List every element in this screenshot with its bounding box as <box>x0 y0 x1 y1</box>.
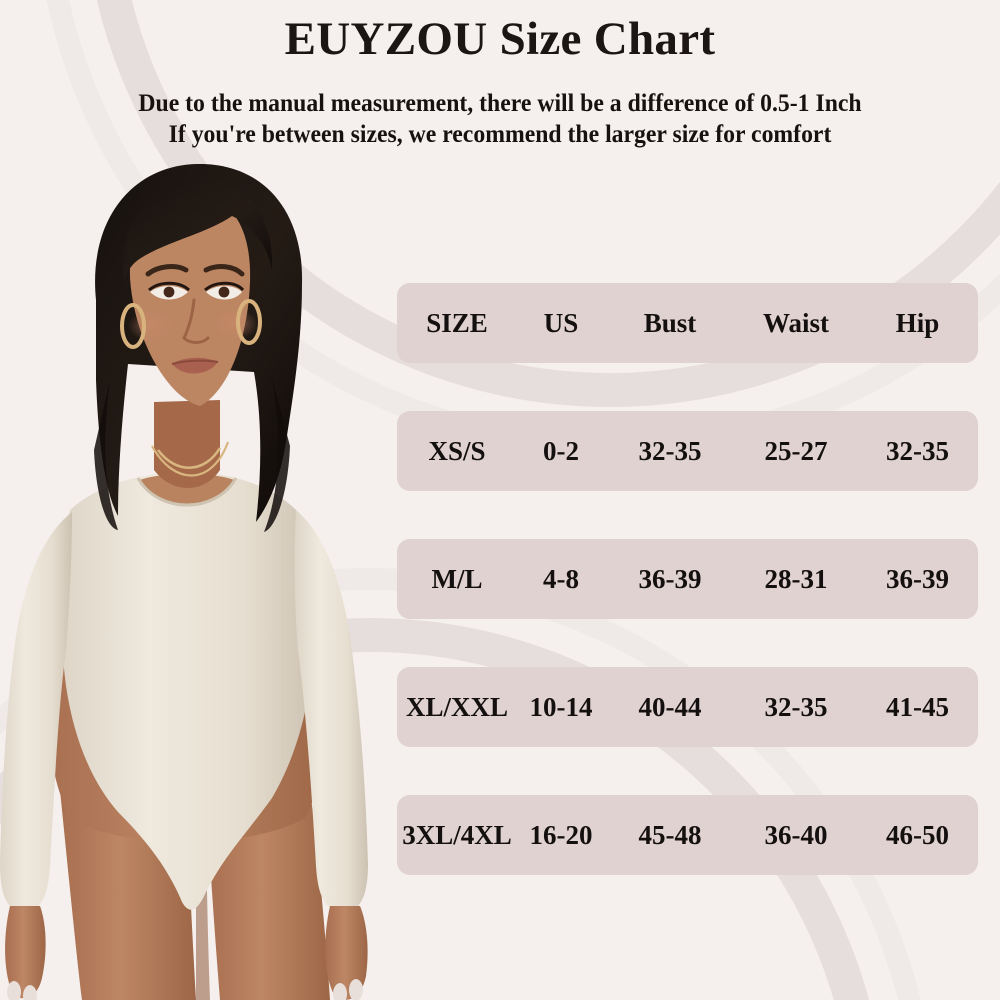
cell-size: 3XL/4XL <box>402 820 512 850</box>
cell-us: 4-8 <box>543 564 579 594</box>
cell-bust: 45-48 <box>638 820 702 850</box>
cell-us: 10-14 <box>529 692 593 722</box>
page-title: EUYZOU Size Chart <box>284 13 716 65</box>
cell-bust: 32-35 <box>638 436 702 466</box>
cell-hip: 41-45 <box>886 692 949 722</box>
cell-bust: 36-39 <box>638 564 702 594</box>
column-header-size: SIZE <box>426 308 488 338</box>
measurement-note-line-2: If you're between sizes, we recommend th… <box>168 119 832 148</box>
cell-waist: 28-31 <box>764 564 828 594</box>
cell-hip: 46-50 <box>886 820 949 850</box>
table-row: XS/S 0-2 32-35 25-27 32-35 <box>397 411 978 491</box>
table-row: XL/XXL 10-14 40-44 32-35 41-45 <box>397 667 978 747</box>
measurement-note-line-1: Due to the manual measurement, there wil… <box>138 88 862 117</box>
cell-size: XS/S <box>428 436 486 466</box>
cell-waist: 25-27 <box>764 436 828 466</box>
size-table: SIZE US Bust Waist Hip XS/S 0-2 32-35 25… <box>397 283 978 875</box>
cell-us: 0-2 <box>543 436 579 466</box>
cell-bust: 40-44 <box>638 692 702 722</box>
cell-size: XL/XXL <box>405 692 508 722</box>
cell-hip: 36-39 <box>886 564 949 594</box>
cell-size: M/L <box>431 564 483 594</box>
cell-waist: 32-35 <box>764 692 828 722</box>
column-header-waist: Waist <box>762 308 829 338</box>
cell-waist: 36-40 <box>764 820 828 850</box>
column-header-us: US <box>543 308 579 338</box>
table-header-row: SIZE US Bust Waist Hip <box>397 283 978 363</box>
table-row: M/L 4-8 36-39 28-31 36-39 <box>397 539 978 619</box>
cell-hip: 32-35 <box>886 436 949 466</box>
cell-us: 16-20 <box>529 820 593 850</box>
model-photo <box>0 150 400 1000</box>
column-header-bust: Bust <box>643 308 697 338</box>
column-header-hip: Hip <box>895 308 940 338</box>
table-row: 3XL/4XL 16-20 45-48 36-40 46-50 <box>397 795 978 875</box>
